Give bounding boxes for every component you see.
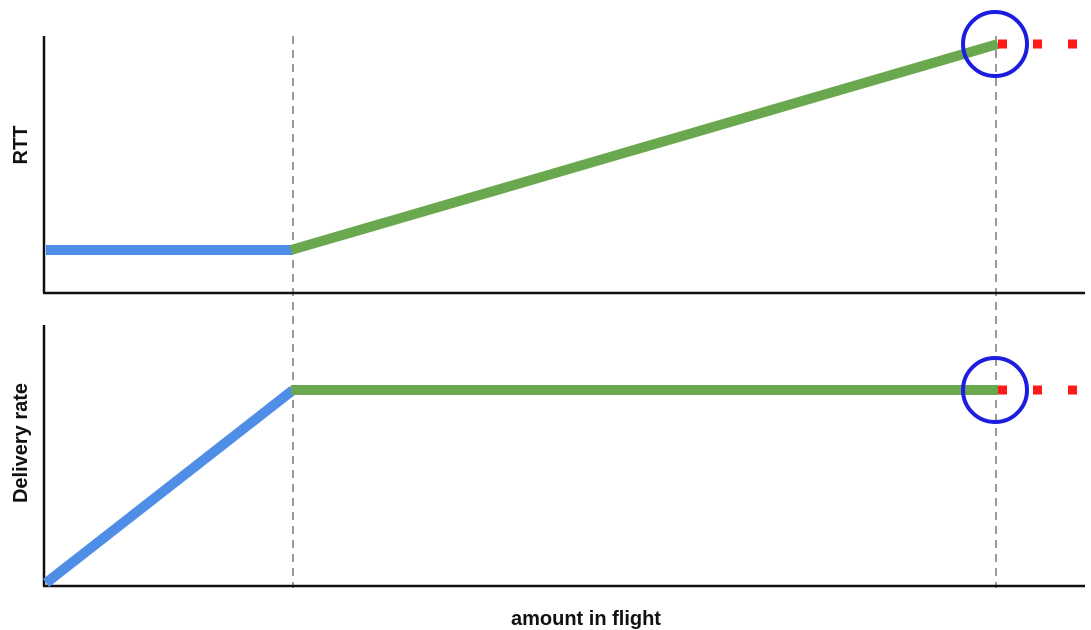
regime-dividers	[292, 36, 997, 588]
rtt-highlight-circle	[961, 10, 1029, 78]
delivery-rate-axis-title: Delivery rate	[10, 383, 32, 503]
rtt-panel: RTT	[10, 10, 1091, 295]
delivery-rate-panel: Delivery rate	[10, 325, 1091, 588]
rtt-axis-title: RTT	[10, 126, 32, 165]
x-axis-title: amount in flight	[511, 608, 661, 630]
delivery-rate-highlight-circle	[961, 356, 1029, 424]
delivery-rate-rising-segment	[42, 386, 297, 587]
rtt-rising-segment	[289, 39, 1000, 255]
